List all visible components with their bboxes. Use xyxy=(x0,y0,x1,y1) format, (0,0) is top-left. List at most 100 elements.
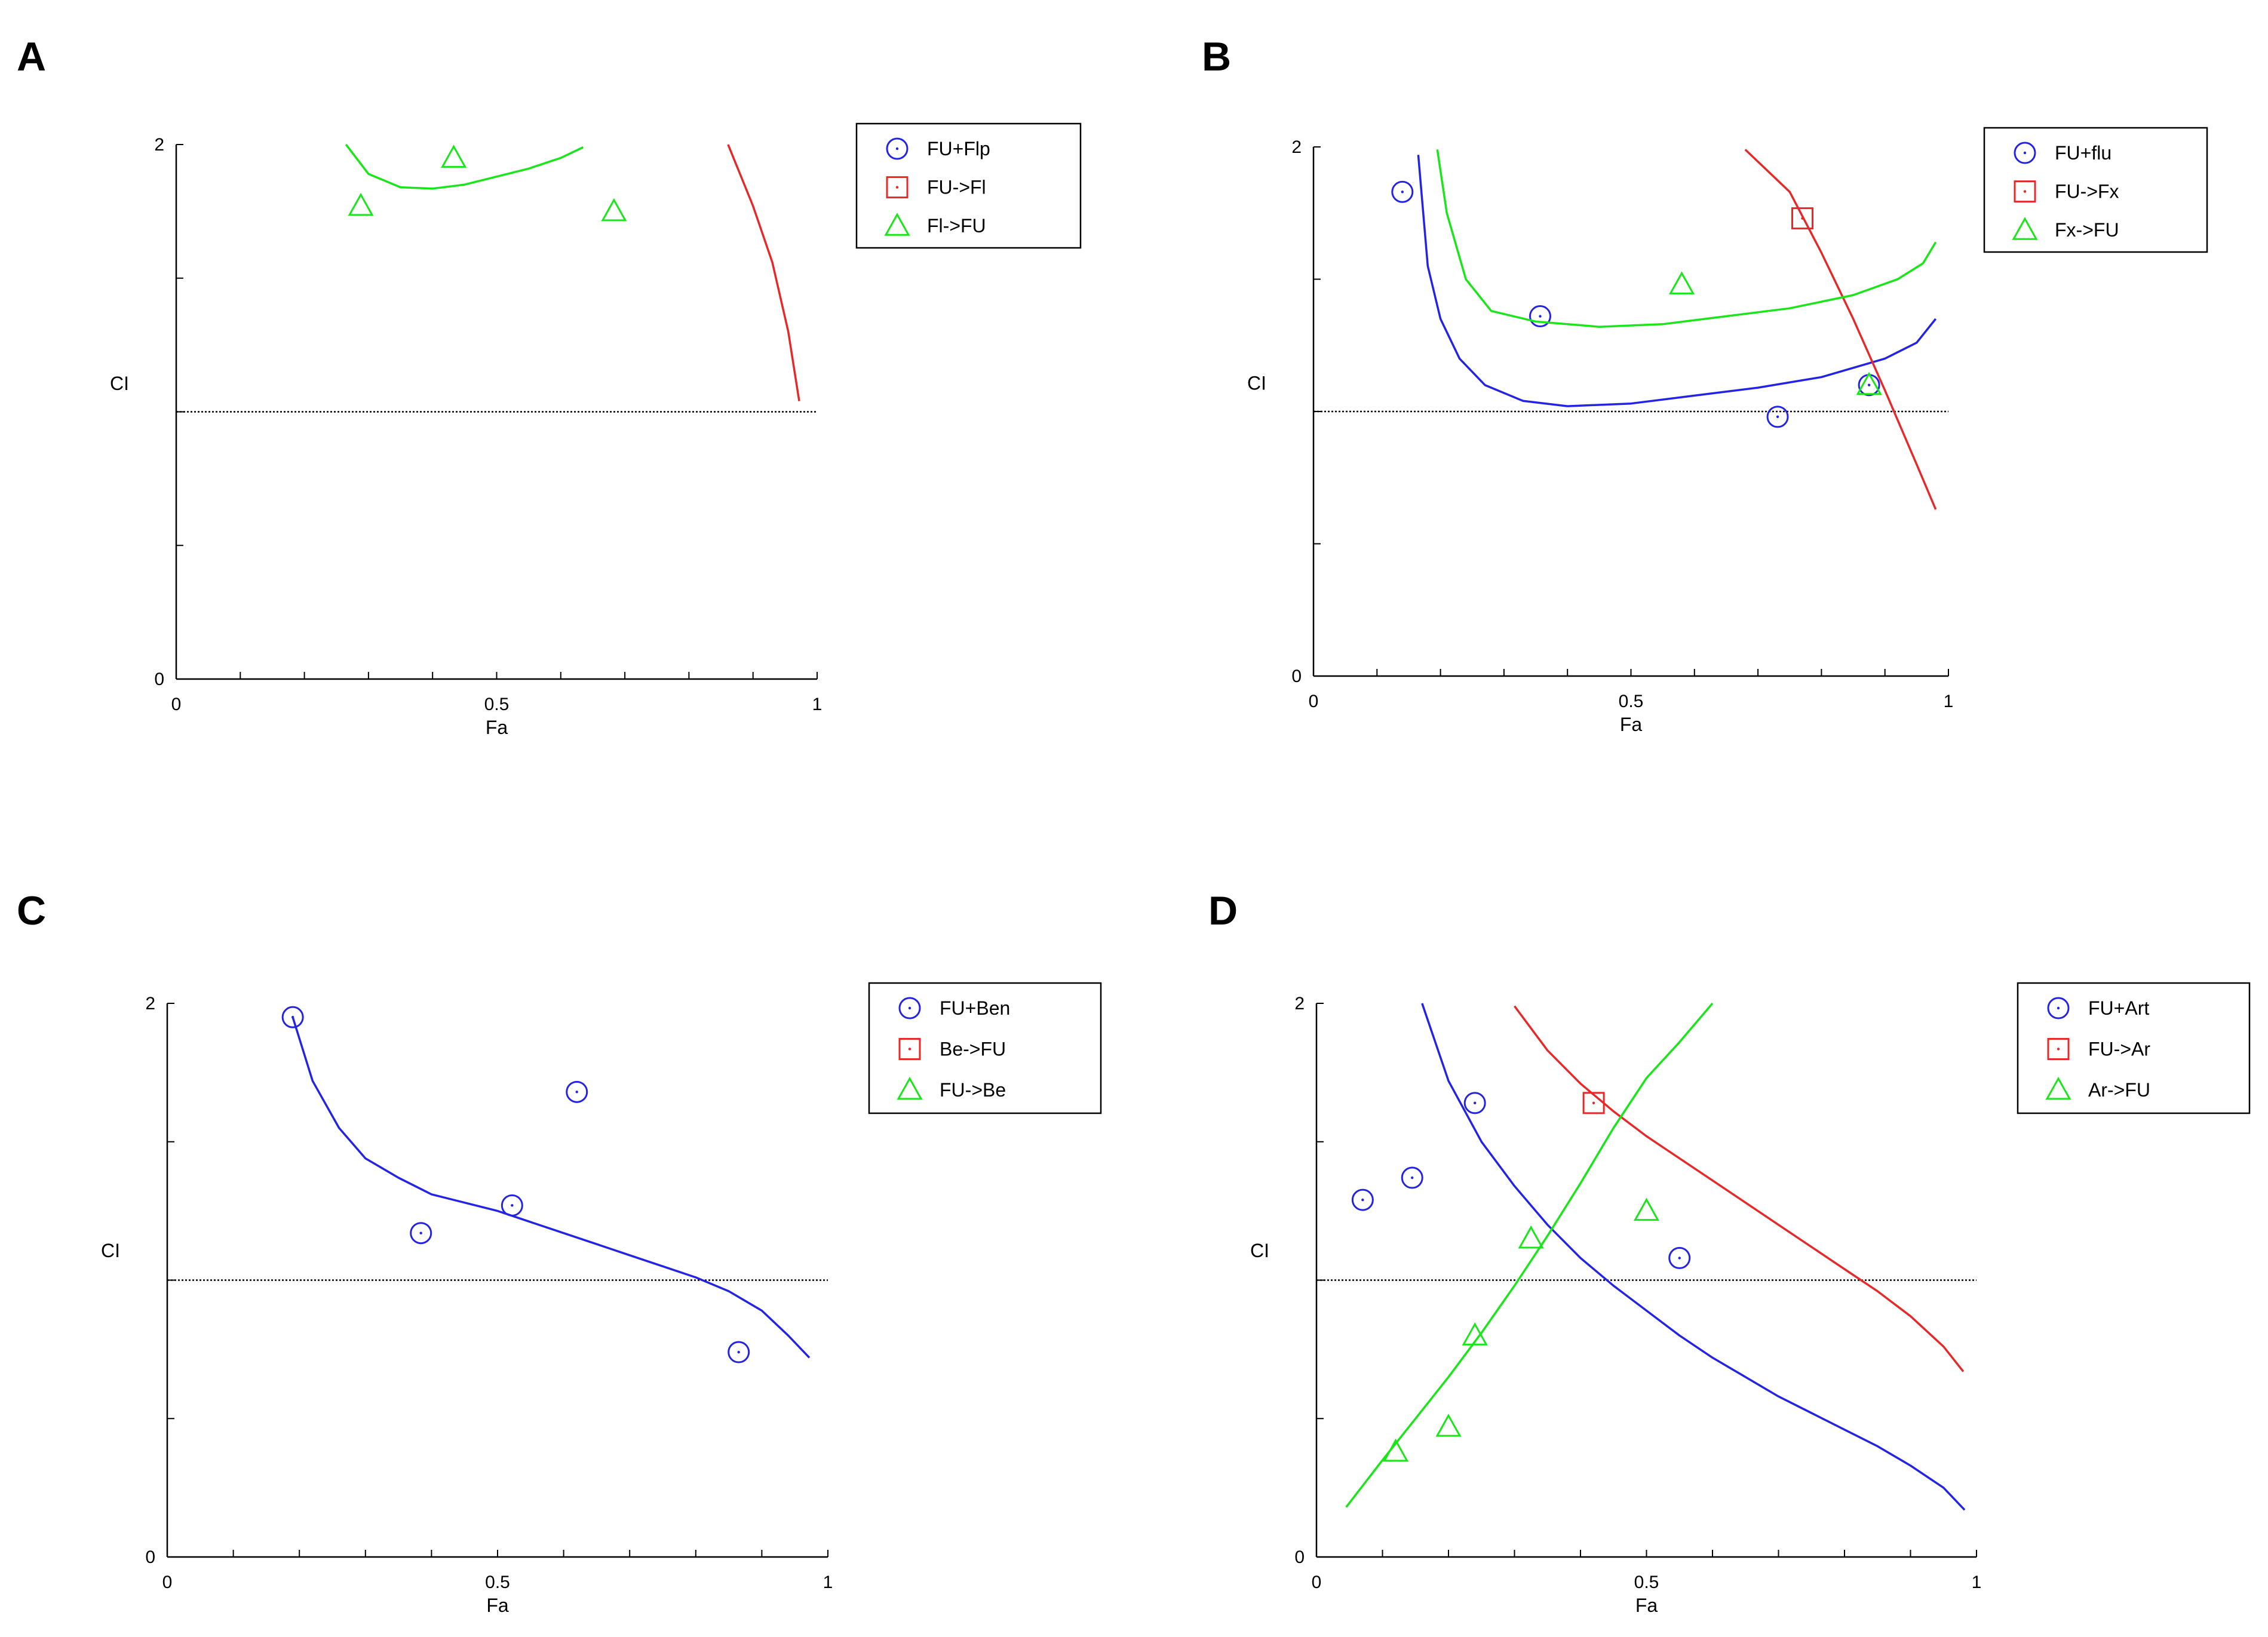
panel-d-legend-marker-1-dot xyxy=(2057,1048,2060,1051)
panel-c-point-0-2-dot xyxy=(511,1204,514,1207)
panel-c: C 0 0.5 1 0 2 Fa CI FU+Ben Be->FU FU->Be xyxy=(17,888,1102,1616)
panel-c-letter: C xyxy=(17,888,46,933)
panel-c-legend-marker-1 xyxy=(898,1037,921,1060)
panel-c-legend-marker-0-dot xyxy=(908,1006,912,1010)
panel-d-x-tick-label: 0 xyxy=(1312,1572,1322,1592)
panel-b-letter: B xyxy=(1202,34,1231,79)
panel-b-point-0-3-dot xyxy=(1867,383,1871,386)
panel-c-point-0-4 xyxy=(728,1341,750,1363)
panel-d-point-0-1 xyxy=(1401,1166,1423,1189)
panel-a-y-tick-label: 0 xyxy=(154,669,164,689)
panel-a-legend-entry-0: FU+Flp xyxy=(927,138,990,159)
panel-c-point-0-1-dot xyxy=(419,1231,422,1234)
panel-a-point-2-0 xyxy=(348,192,374,216)
panel-a-curve-2 xyxy=(345,143,584,190)
panel-c-point-0-0-dot xyxy=(291,1015,294,1019)
panel-c-point-0-4-dot xyxy=(737,1350,740,1354)
panel-c-point-0-1 xyxy=(410,1222,432,1245)
panel-c-x-tick-label: 0.5 xyxy=(485,1572,510,1592)
panel-c-y-axis-label: CI xyxy=(101,1240,120,1261)
panel-d-legend-entry-1: FU->Ar xyxy=(2088,1038,2150,1059)
panel-d-y-axis-label: CI xyxy=(1250,1240,1269,1261)
panel-b-curve-2 xyxy=(1436,149,1937,328)
panel-b-curve-1 xyxy=(1744,149,1937,510)
panel-b-legend-marker-1 xyxy=(2014,180,2036,203)
panel-a-y-axis-label: CI xyxy=(110,373,129,394)
panel-b-point-0-0 xyxy=(1391,180,1414,203)
panel-a-legend-marker-1-dot xyxy=(895,186,899,189)
panel-b-point-0-1 xyxy=(1529,305,1551,328)
panel-c-point-0-3 xyxy=(566,1080,588,1103)
panel-d-legend-marker-1 xyxy=(2047,1037,2070,1060)
panel-d-point-1-0-dot xyxy=(1592,1101,1595,1105)
panel-b-legend-entry-1: FU->Fx xyxy=(2055,181,2119,202)
panel-c-legend-marker-0 xyxy=(898,997,921,1019)
panel-d-point-1-0 xyxy=(1582,1092,1605,1114)
panel-b-point-2-0 xyxy=(1668,271,1695,294)
panel-a-legend-marker-0 xyxy=(886,137,909,160)
panel-c-legend-box xyxy=(868,982,1102,1114)
panel-b-legend-box xyxy=(1983,127,2208,253)
panel-c-legend-entry-2: FU->Be xyxy=(940,1079,1006,1101)
panel-d-point-0-0 xyxy=(1351,1188,1374,1211)
panel-a-y-tick-label: 2 xyxy=(154,135,164,155)
panel-a-curve-1 xyxy=(727,144,800,401)
panel-d-point-0-2-dot xyxy=(1474,1101,1477,1105)
panel-b-point-0-0-dot xyxy=(1401,191,1404,194)
panel-d-x-tick-label: 1 xyxy=(1972,1572,1982,1592)
panel-d-legend: FU+Art FU->Ar Ar->FU xyxy=(2017,982,2251,1114)
panel-d-letter: D xyxy=(1208,888,1238,933)
panel-d-legend-box xyxy=(2017,982,2251,1114)
panel-a-legend-marker-0-dot xyxy=(895,147,899,151)
panel-c-legend: FU+Ben Be->FU FU->Be xyxy=(868,982,1102,1114)
panel-a-legend-box xyxy=(855,122,1082,249)
panel-a-point-2-2 xyxy=(601,198,627,222)
panel-a-point-2-1 xyxy=(441,145,467,168)
panel-d-curve-2 xyxy=(1345,1002,1714,1508)
panel-a-x-tick-label: 0 xyxy=(171,695,182,714)
panel-c-legend-entry-0: FU+Ben xyxy=(940,997,1010,1019)
panel-d-point-2-0 xyxy=(1383,1438,1409,1462)
panel-c-curve-0 xyxy=(291,1016,811,1359)
panel-b-y-axis-label: CI xyxy=(1247,373,1266,394)
panel-d-curve-1 xyxy=(1514,1005,1965,1372)
panel-d-point-0-3 xyxy=(1668,1246,1691,1269)
panel-b-x-tick-label: 1 xyxy=(1944,692,1954,711)
panel-b-legend-marker-2 xyxy=(2012,217,2038,240)
panel-c-y-tick-label: 0 xyxy=(145,1547,155,1567)
panel-b-legend-entry-2: Fx->FU xyxy=(2055,219,2119,241)
panel-d-y-tick-label: 0 xyxy=(1294,1547,1305,1567)
panel-b-point-2-1 xyxy=(1856,371,1882,395)
panel-c-x-axis-label: Fa xyxy=(486,1595,509,1616)
panel-a-x-tick-label: 0.5 xyxy=(484,695,510,714)
panel-d-point-0-3-dot xyxy=(1678,1257,1681,1260)
panel-c-x-tick-label: 0 xyxy=(162,1572,173,1592)
panel-d-legend-marker-0-dot xyxy=(2057,1006,2060,1010)
panel-b-point-0-1-dot xyxy=(1539,315,1542,318)
panel-d-point-0-2 xyxy=(1463,1092,1486,1114)
panel-b-legend-marker-1-dot xyxy=(2023,190,2027,193)
panel-d-point-2-2 xyxy=(1462,1322,1488,1346)
panel-d-curve-0 xyxy=(1421,1003,1966,1511)
panel-a: A 0 0.5 1 0 2 Fa CI FU+Flp FU->Fl Fl->FU xyxy=(17,34,1082,738)
panel-d-point-0-0-dot xyxy=(1361,1198,1364,1202)
panel-b-point-0-2 xyxy=(1766,406,1789,428)
panel-b-x-axis-label: Fa xyxy=(1620,714,1643,735)
panel-d-legend-marker-0 xyxy=(2047,997,2070,1019)
panel-b-legend-marker-0 xyxy=(2014,142,2036,164)
panel-b-point-0-2-dot xyxy=(1776,415,1779,419)
panel-d-point-2-4 xyxy=(1633,1197,1660,1221)
panel-a-legend-entry-1: FU->Fl xyxy=(927,177,986,198)
panel-a-legend-marker-1 xyxy=(886,176,909,199)
panel-c-point-0-3-dot xyxy=(575,1091,578,1094)
panel-d-y-tick-label: 2 xyxy=(1294,994,1305,1013)
panel-a-legend-entry-2: Fl->FU xyxy=(927,215,986,237)
panel-d-x-axis-label: Fa xyxy=(1635,1595,1658,1616)
panel-b-curve-0 xyxy=(1417,155,1937,407)
panel-b-y-tick-label: 2 xyxy=(1291,137,1302,157)
panel-d: D 0 0.5 1 0 2 Fa CI FU+Art FU->Ar Ar->FU xyxy=(1208,888,2251,1616)
panel-d-point-0-1-dot xyxy=(1411,1176,1414,1180)
panel-d-point-2-3 xyxy=(1518,1225,1544,1249)
panel-d-x-tick-label: 0.5 xyxy=(1634,1572,1659,1592)
